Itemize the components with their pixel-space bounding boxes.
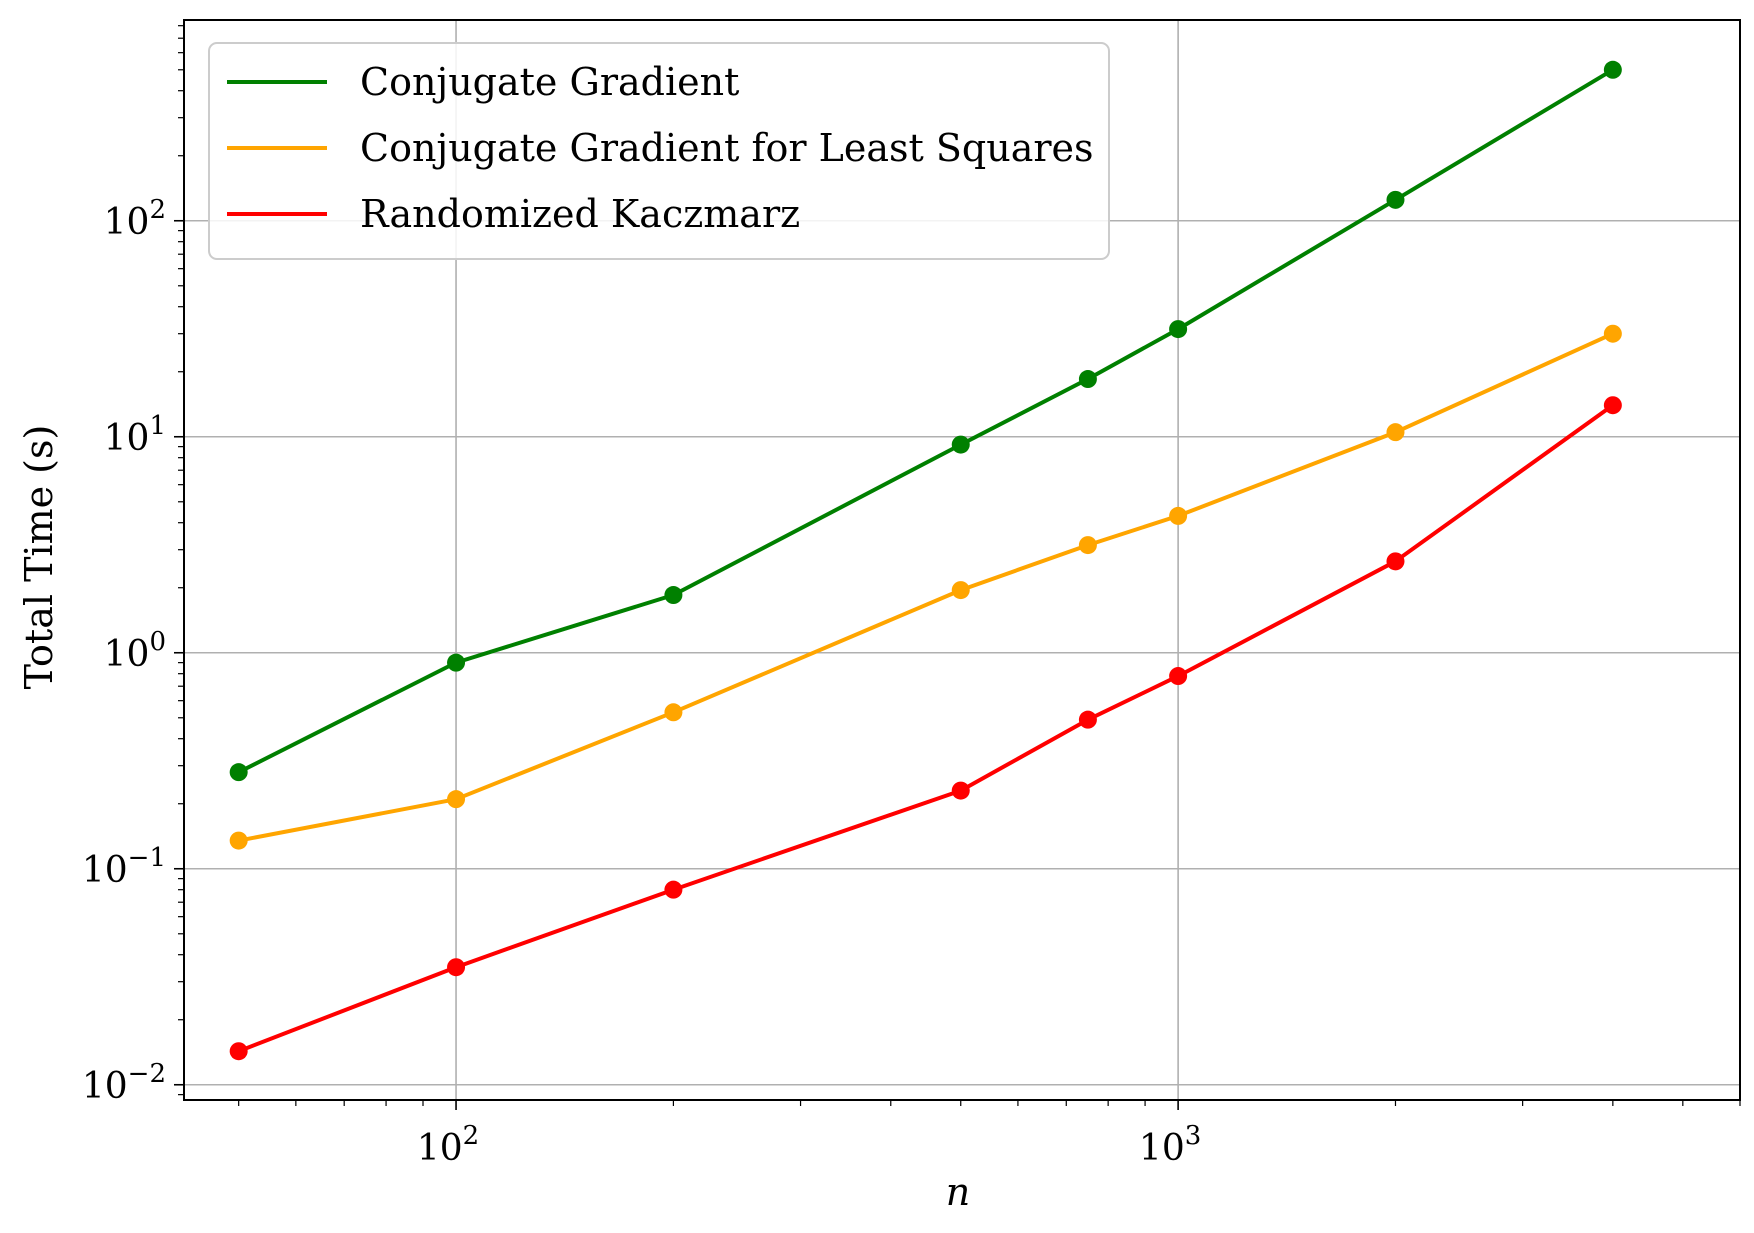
legend-label: Randomized Kaczmarz <box>360 192 800 236</box>
data-point <box>951 781 970 800</box>
data-point <box>447 958 466 977</box>
data-point <box>1169 320 1188 339</box>
x-axis-label: n <box>946 1170 970 1214</box>
data-point <box>447 790 466 809</box>
data-point <box>664 586 683 605</box>
y-tick-label: 100 <box>104 627 166 675</box>
legend-label: Conjugate Gradient for Least Squares <box>360 126 1094 170</box>
series-1 <box>229 324 1622 850</box>
data-point <box>664 703 683 722</box>
data-point <box>951 581 970 600</box>
plot-frame <box>183 19 1741 1101</box>
data-point <box>229 831 248 850</box>
data-point <box>1386 423 1405 442</box>
data-point <box>1169 667 1188 686</box>
series-0 <box>229 60 1622 782</box>
legend-entry: Randomized Kaczmarz <box>227 192 800 236</box>
data-point <box>1603 324 1622 343</box>
data-point <box>1386 552 1405 571</box>
data-point <box>1603 60 1622 79</box>
major-ticks <box>174 219 1179 1110</box>
data-point <box>1169 506 1188 525</box>
series-layer <box>229 60 1622 1061</box>
legend-box <box>208 42 1110 260</box>
y-tick-label: 10−2 <box>82 1059 166 1107</box>
series-line <box>237 403 1614 1054</box>
tick-labels: 102 103 10−2 10−1 100 101 102 <box>82 195 1201 1169</box>
x-tick-label: 102 <box>417 1121 479 1169</box>
legend-label: Conjugate Gradient <box>360 60 739 104</box>
series-line <box>238 331 1614 843</box>
data-point <box>1603 396 1622 415</box>
data-point <box>951 435 970 454</box>
y-tick-label: 101 <box>104 411 166 459</box>
data-point <box>1386 190 1405 209</box>
data-point <box>664 880 683 899</box>
series-line <box>237 68 1614 774</box>
y-tick-label: 102 <box>104 195 166 243</box>
y-tick-label: 10−1 <box>82 843 166 891</box>
data-point <box>1078 710 1097 729</box>
legend: Conjugate Gradient Conjugate Gradient for… <box>208 42 1110 260</box>
legend-entry: Conjugate Gradient for Least Squares <box>227 126 1094 170</box>
data-point <box>447 653 466 672</box>
data-point <box>229 763 248 782</box>
legend-entry: Conjugate Gradient <box>227 60 739 104</box>
data-point <box>1078 536 1097 555</box>
data-point <box>229 1042 248 1061</box>
x-tick-label: 103 <box>1139 1121 1201 1169</box>
data-point <box>1078 370 1097 389</box>
y-axis-label: Total Time (s) <box>17 425 61 690</box>
series-2 <box>229 396 1622 1061</box>
